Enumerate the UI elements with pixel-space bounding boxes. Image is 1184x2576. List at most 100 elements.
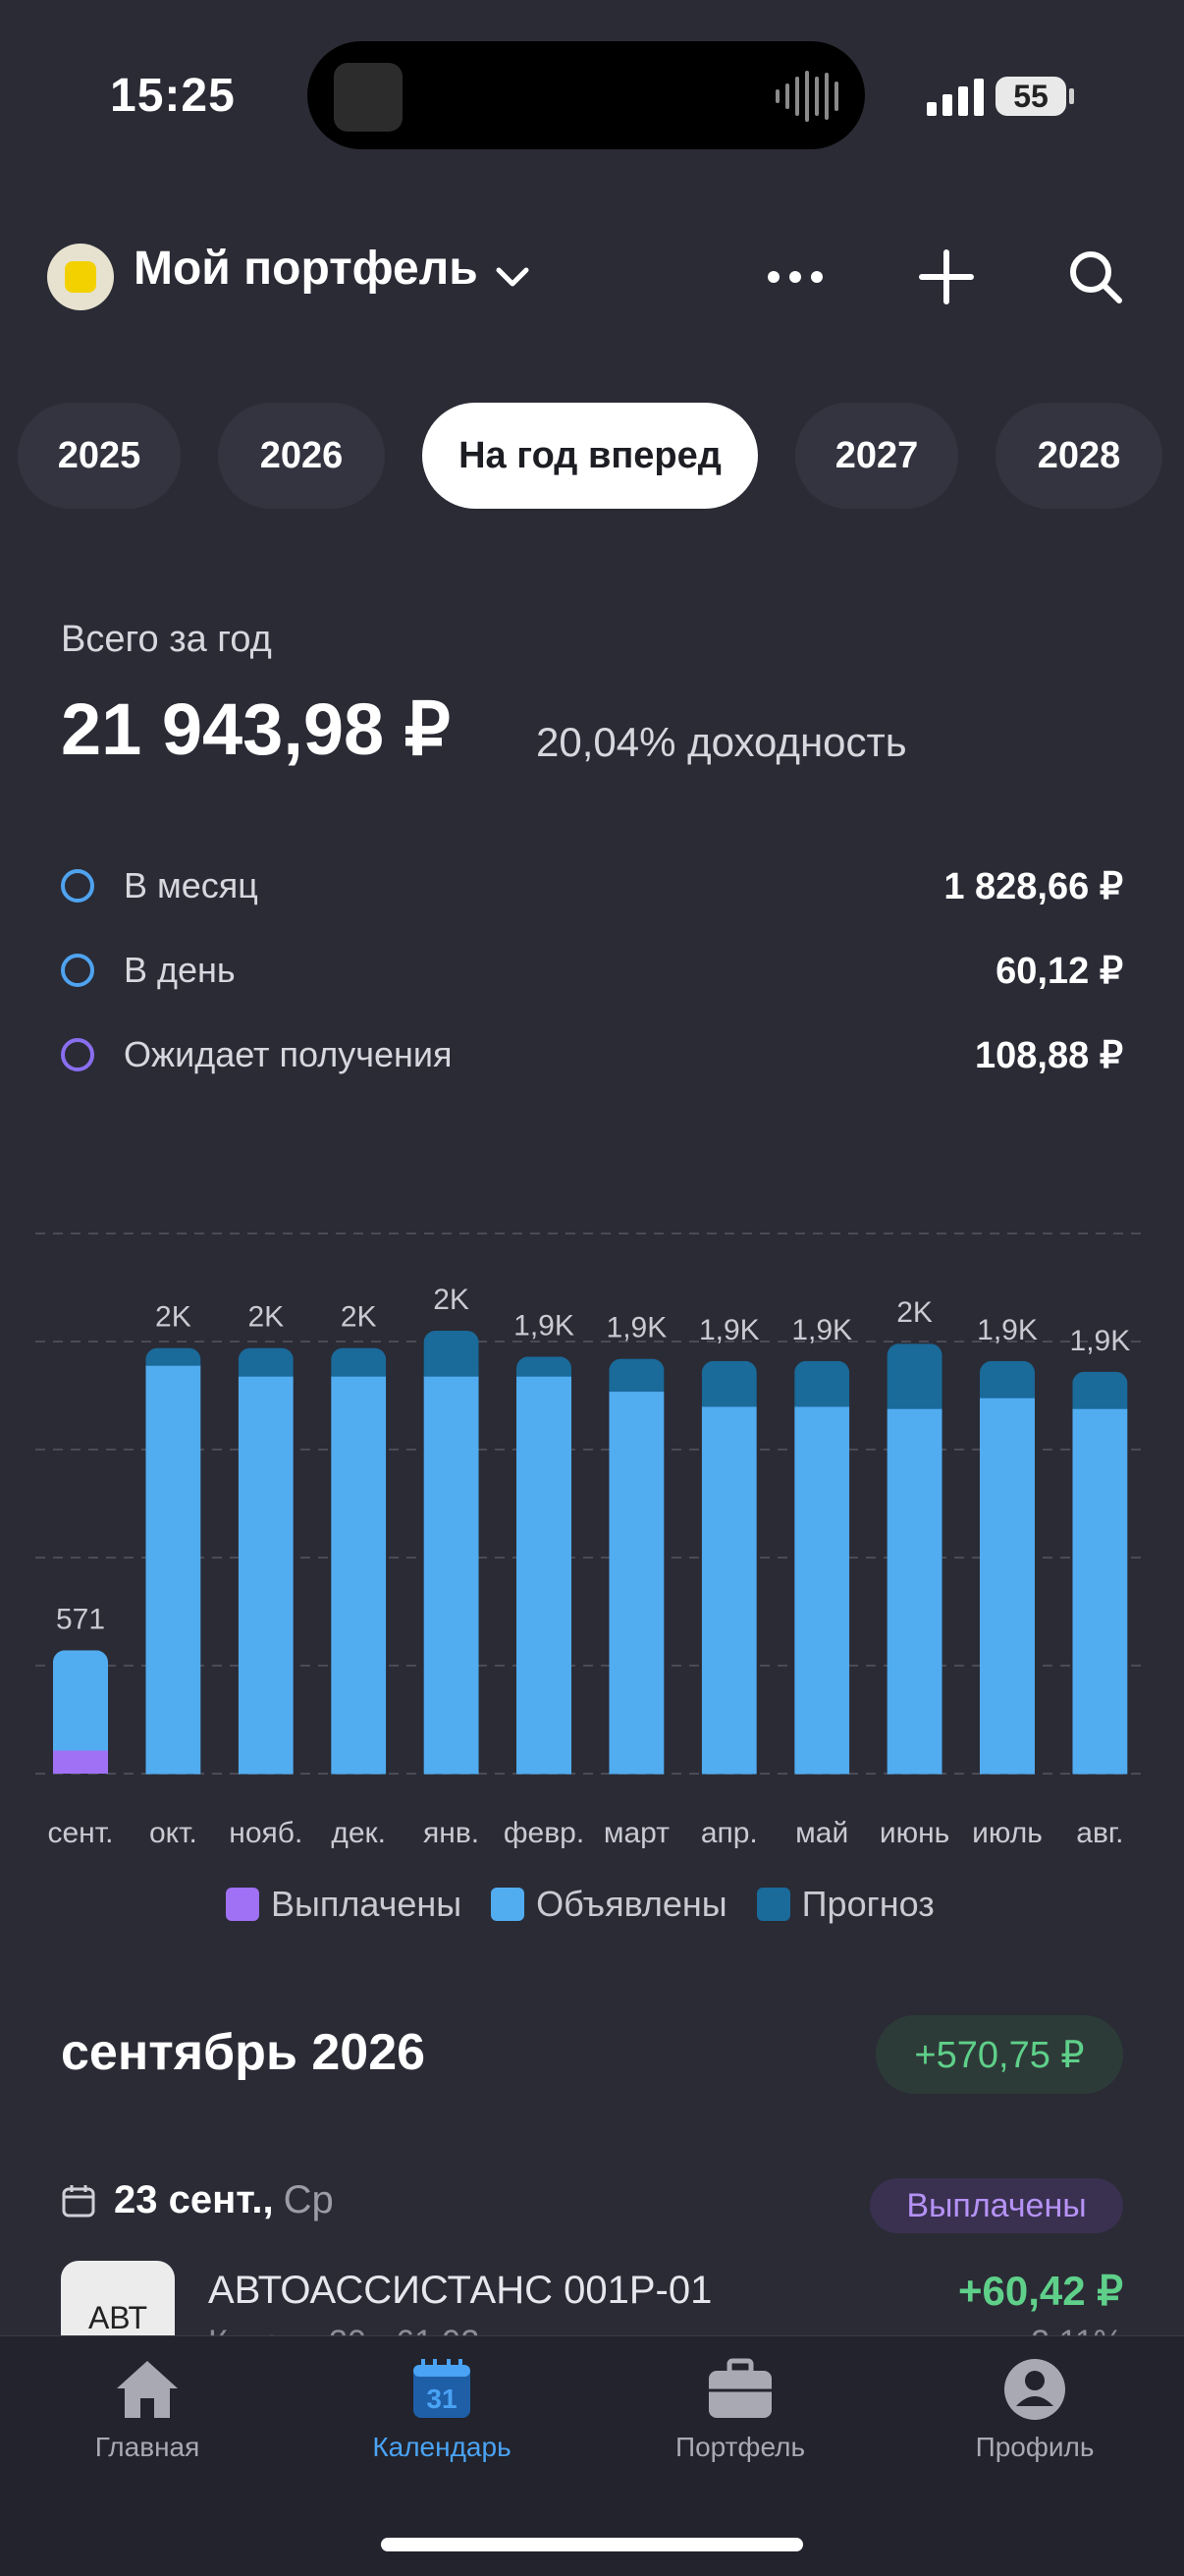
legend-swatch [756, 1888, 790, 1921]
month-total-badge: +570,75 ₽ [876, 2015, 1123, 2094]
legend-item-paid: Выплачены [226, 1884, 461, 1925]
bar-data-label: 2K [896, 1296, 933, 1329]
bar-segment-Объявлены [794, 1406, 850, 1775]
nav-calendar[interactable]: 31 Календарь [295, 2357, 589, 2463]
bar-июль[interactable] [980, 1360, 1035, 1775]
summary-row-pending: Ожидает получения 108,88 ₽ [61, 1025, 1123, 1084]
bar-data-label: 2K [247, 1301, 284, 1334]
bar-segment-Прогноз [331, 1347, 387, 1377]
legend-label: Объявлены [536, 1884, 727, 1924]
dividends-bar-chart[interactable]: 571 сент. 2K окт. 2K нояб. 2K дек. 2K янв. 1,9K фев… [35, 1208, 1149, 1866]
bar-segment-Прогноз [145, 1347, 201, 1366]
briefcase-icon [709, 2358, 772, 2418]
bar-segment-Объявлены [1072, 1408, 1128, 1775]
tab-2025[interactable]: 2025 [18, 403, 181, 509]
bar-авг.[interactable] [1072, 1371, 1128, 1775]
summary-row-value: 108,88 ₽ [975, 1034, 1123, 1076]
summary-row-value: 60,12 ₽ [996, 950, 1123, 992]
bar-segment-Выплачены [53, 1750, 108, 1774]
signal-icon [927, 77, 984, 116]
bar-segment-Объявлены [145, 1365, 201, 1775]
x-tick-label: июнь [880, 1817, 949, 1849]
payment-weekday: Ср [283, 2178, 334, 2221]
chart-legend: Выплачены Объявлены Прогноз [226, 1884, 964, 1925]
bank-logo-emblem [65, 261, 96, 293]
bar-май[interactable] [794, 1360, 850, 1775]
bar-segment-Прогноз [238, 1347, 294, 1377]
x-tick-label: май [795, 1817, 848, 1849]
tab-2027[interactable]: 2027 [795, 403, 958, 509]
month-title: сентябрь 2026 [61, 2024, 426, 2081]
bar-segment-Объявлены [238, 1376, 294, 1775]
summary-row-label: Ожидает получения [124, 1034, 453, 1074]
calendar-icon: 31 [413, 2359, 470, 2418]
media-thumbnail [334, 63, 403, 132]
bar-data-label: 1,9K [513, 1309, 574, 1342]
battery-tip [1069, 88, 1074, 104]
audio-wave-icon [776, 69, 838, 124]
legend-swatch [226, 1888, 259, 1921]
status-time: 15:25 [110, 70, 236, 122]
bar-нояб.[interactable] [238, 1347, 294, 1775]
x-tick-label: авг. [1076, 1817, 1123, 1849]
summary-row-label: В день [124, 950, 236, 990]
nav-label: Профиль [975, 2432, 1095, 2462]
summary-row-month: В месяц 1 828,66 ₽ [61, 856, 1123, 915]
bar-февр.[interactable] [516, 1356, 571, 1775]
nav-home[interactable]: Главная [0, 2357, 295, 2463]
home-icon [117, 2361, 178, 2418]
payment-date-row: 23 сент., Ср [61, 2178, 334, 2222]
asset-name[interactable]: АВТОАССИСТАНС 001Р-01 [208, 2269, 713, 2312]
profile-icon [1004, 2359, 1065, 2420]
home-indicator [381, 2538, 803, 2551]
tab-2026[interactable]: 2026 [218, 403, 385, 509]
calendar-small-icon [62, 2184, 95, 2217]
bar-segment-Прогноз [794, 1360, 850, 1407]
plus-icon[interactable] [905, 236, 988, 318]
portfolio-title[interactable]: Мой портфель [134, 243, 478, 295]
bar-апр.[interactable] [701, 1360, 757, 1775]
bar-data-label: 571 [56, 1603, 105, 1635]
payment-date: 23 сент., [114, 2178, 274, 2221]
bar-segment-Прогноз [887, 1343, 942, 1409]
total-value: 21 943,98 ₽ [61, 688, 451, 770]
tab-year-ahead[interactable]: На год вперед [422, 403, 758, 509]
bar-segment-Объявлены [980, 1398, 1035, 1775]
pending-indicator-icon [61, 1038, 94, 1071]
bottom-navigation [0, 2335, 1184, 2576]
chevron-down-icon[interactable] [493, 257, 532, 297]
summary-row-label: В месяц [124, 865, 258, 905]
bar-янв.[interactable] [423, 1331, 479, 1775]
nav-profile[interactable]: Профиль [888, 2357, 1182, 2463]
bar-data-label: 2K [433, 1284, 469, 1316]
bar-segment-Объявлены [609, 1391, 665, 1775]
bar-data-label: 1,9K [791, 1314, 852, 1346]
bar-data-label: 1,9K [977, 1314, 1038, 1346]
legend-label: Прогноз [801, 1884, 935, 1924]
bar-март[interactable] [609, 1358, 665, 1775]
battery-icon: 55 [996, 77, 1066, 116]
x-tick-label: март [604, 1817, 670, 1849]
bar-окт.[interactable] [145, 1347, 201, 1775]
nav-label: Портфель [674, 2432, 806, 2462]
summary-row-day: В день 60,12 ₽ [61, 941, 1123, 1000]
bar-сент.[interactable] [53, 1650, 108, 1774]
calendar-day-number: 31 [426, 2384, 457, 2414]
nav-label: Календарь [372, 2432, 511, 2462]
legend-label: Выплачены [271, 1884, 462, 1924]
bar-segment-Прогноз [423, 1331, 479, 1377]
bar-дек.[interactable] [331, 1347, 387, 1775]
more-icon[interactable] [754, 236, 836, 318]
bar-июнь[interactable] [887, 1343, 942, 1775]
bar-segment-Объявлены [701, 1406, 757, 1775]
legend-item-declared: Объявлены [491, 1884, 727, 1925]
tab-2028[interactable]: 2028 [996, 403, 1162, 509]
search-icon[interactable] [1054, 236, 1137, 318]
nav-portfolio[interactable]: Портфель [593, 2357, 888, 2463]
legend-item-forecast: Прогноз [756, 1884, 935, 1925]
total-label: Всего за год [61, 619, 272, 660]
bar-data-label: 2K [341, 1301, 377, 1334]
x-tick-label: февр. [504, 1817, 584, 1849]
x-tick-label: окт. [149, 1817, 197, 1849]
bar-segment-Прогноз [701, 1360, 757, 1407]
